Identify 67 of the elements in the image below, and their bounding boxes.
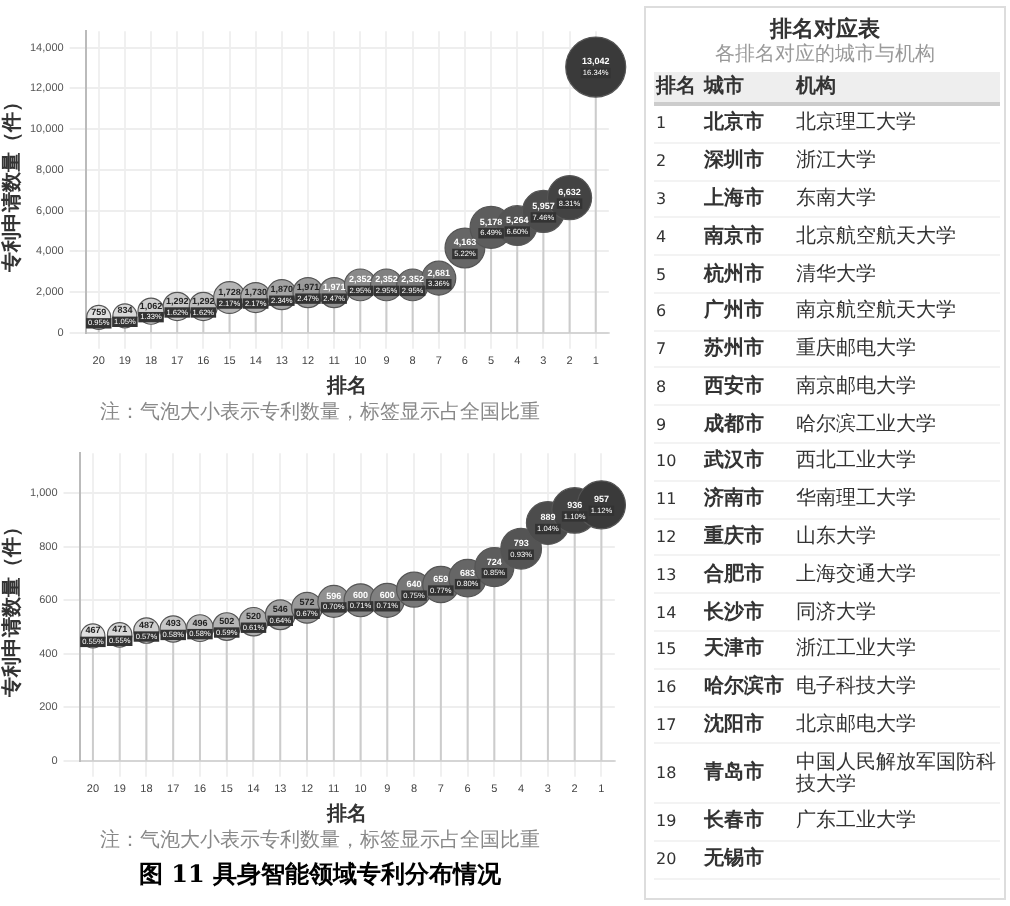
text: 3 xyxy=(654,180,702,218)
text: 天津市 xyxy=(702,630,794,669)
text: 5 xyxy=(654,255,702,293)
text: 深圳市 xyxy=(702,142,794,181)
text: 青岛市 xyxy=(702,743,794,804)
text: 12 xyxy=(654,518,702,556)
text: 广州市 xyxy=(702,292,794,331)
text: 长春市 xyxy=(702,803,794,841)
text: 无锡市 xyxy=(702,840,794,879)
text: 注：气泡大小表示专利数量，标签显示占全国比重 xyxy=(98,399,542,426)
text: 成都市 xyxy=(702,405,794,444)
text: 西北工业大学 xyxy=(794,443,1000,481)
text: 南京航空航天大学 xyxy=(794,292,1000,331)
text: 中国人民解放军国防科技大学 xyxy=(794,743,1000,804)
y-axis-title: 专利申请数量（件） xyxy=(0,92,24,274)
text: 排名对应表 xyxy=(767,16,882,42)
text: 浙江大学 xyxy=(794,142,1000,181)
text: 清华大学 xyxy=(794,255,1000,293)
text: 合肥市 xyxy=(702,555,794,594)
text: 排名 xyxy=(654,72,702,104)
text: 上海交通大学 xyxy=(794,555,1000,594)
text: 南京市 xyxy=(702,217,794,256)
text: 11 xyxy=(654,480,702,519)
text: 济南市 xyxy=(702,480,794,519)
text: 广东工业大学 xyxy=(794,803,1000,841)
y-axis-title: 专利申请数量（件） xyxy=(0,517,24,699)
text: 20 xyxy=(654,840,702,879)
text: 南京邮电大学 xyxy=(794,367,1000,406)
text: 西安市 xyxy=(702,367,794,406)
text: 机构 xyxy=(794,72,1000,104)
text: 电子科技大学 xyxy=(794,668,1000,706)
text: 各排名对应的城市与机构 xyxy=(713,44,937,68)
text: 10 xyxy=(654,443,702,481)
text: 4 xyxy=(654,217,702,256)
text: 6 xyxy=(654,292,702,331)
x-axis-title: 排名 xyxy=(325,801,368,826)
text: 东南大学 xyxy=(794,180,1000,218)
text: 14 xyxy=(654,593,702,631)
text: 武汉市 xyxy=(702,443,794,481)
text: 北京市 xyxy=(702,104,794,143)
text: 山东大学 xyxy=(794,518,1000,556)
text: 华南理工大学 xyxy=(794,480,1000,519)
text: 苏州市 xyxy=(702,330,794,368)
text: 重庆邮电大学 xyxy=(794,330,1000,368)
x-axis-title: 排名 xyxy=(325,373,368,398)
text: 17 xyxy=(654,706,702,744)
text: 1 xyxy=(654,104,702,143)
text: 北京邮电大学 xyxy=(794,706,1000,744)
text: 城市 xyxy=(702,72,794,104)
text: 同济大学 xyxy=(794,593,1000,631)
text: 长沙市 xyxy=(702,593,794,631)
text: 哈尔滨工业大学 xyxy=(794,405,1000,444)
text: 重庆市 xyxy=(702,518,794,556)
text: 15 xyxy=(654,630,702,669)
text: 注：气泡大小表示专利数量，标签显示占全国比重 xyxy=(98,827,542,854)
text: 沈阳市 xyxy=(702,706,794,744)
text: 16 xyxy=(654,668,702,706)
text: 浙江工业大学 xyxy=(794,630,1000,669)
text: 哈尔滨市 xyxy=(702,668,794,706)
text: 9 xyxy=(654,405,702,444)
text: 2 xyxy=(654,142,702,181)
text: 北京理工大学 xyxy=(794,104,1000,143)
text: 图 11 具身智能领域专利分布情况 xyxy=(136,858,504,892)
text: 13 xyxy=(654,555,702,594)
text: 杭州市 xyxy=(702,255,794,293)
text: 上海市 xyxy=(702,180,794,218)
text: 北京航空航天大学 xyxy=(794,217,1000,256)
